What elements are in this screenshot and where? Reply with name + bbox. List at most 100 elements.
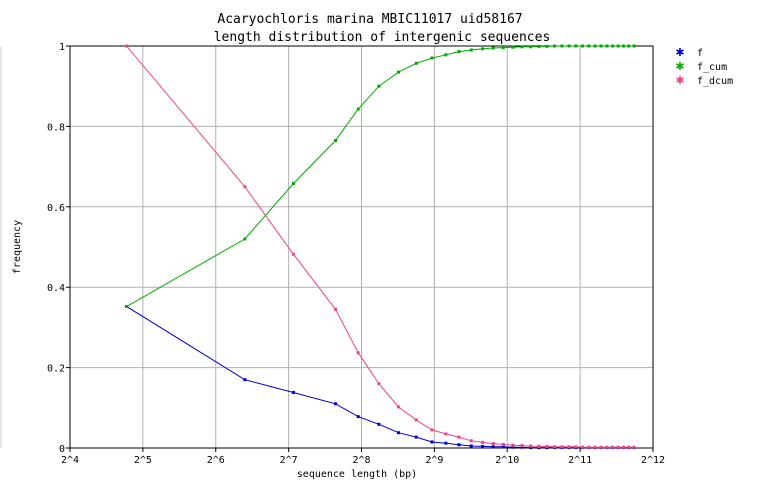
data-point-f_cum: [469, 48, 473, 52]
data-point-f: [501, 445, 505, 449]
series-line-f: [126, 306, 634, 449]
data-point-f_cum: [397, 70, 401, 74]
x-tick-label: 2^5: [134, 455, 152, 466]
data-point-f_cum: [377, 84, 381, 88]
data-point-f_cum: [501, 46, 505, 50]
data-point-f_dcum: [593, 445, 597, 449]
data-point-f_cum: [611, 44, 615, 48]
data-point-f_dcum: [457, 435, 461, 439]
data-point-f: [397, 431, 401, 435]
y-tick-label: 1: [59, 42, 65, 53]
data-point-f_cum: [414, 61, 418, 65]
x-tick-label: 2^6: [207, 455, 225, 466]
data-point-f_cum: [567, 44, 571, 48]
data-point-f_cum: [529, 45, 533, 49]
data-point-f_cum: [520, 45, 524, 49]
data-point-f_dcum: [545, 444, 549, 448]
data-point-f_cum: [444, 53, 448, 57]
data-point-f_dcum: [520, 444, 524, 448]
data-point-f_dcum: [481, 440, 485, 444]
x-tick-label: 2^9: [425, 455, 443, 466]
legend-label-f_cum: f_cum: [697, 62, 727, 73]
data-point-f_dcum: [511, 443, 515, 447]
data-point-f_cum: [599, 44, 603, 48]
data-point-f_cum: [627, 44, 631, 48]
axis-ticks: 2^4 2^5 2^6 2^7 2^8 2^9 2^10 2^11 2^12 0 0.2 0.4 0.6…: [47, 42, 665, 466]
series-line-f_dcum: [126, 45, 634, 448]
data-point-f: [444, 441, 448, 445]
data-point-f_cum: [291, 181, 295, 185]
data-point-f: [291, 391, 295, 395]
data-point-f_dcum: [605, 445, 609, 449]
data-point-f_cum: [457, 50, 461, 54]
y-tick-label: 0.4: [47, 283, 65, 294]
y-tick-label: 0.2: [47, 364, 65, 375]
data-point-f_dcum: [611, 445, 615, 449]
legend-marker-f: ✱: [675, 46, 684, 59]
series-line-f_cum: [126, 45, 634, 307]
data-point-f_dcum: [627, 445, 631, 449]
data-point-f_cum: [587, 44, 591, 48]
data-point-f_dcum: [469, 439, 473, 443]
y-tick-label: 0.6: [47, 203, 65, 214]
data-point-f: [430, 440, 434, 444]
x-tick-label: 2^4: [61, 455, 79, 466]
data-point-f_dcum: [291, 252, 295, 256]
legend: ✱ f ✱ f_cum ✱ f_dcum: [675, 46, 733, 87]
y-tick-label: 0.8: [47, 122, 65, 133]
chart-subtitle: length distribution of intergenic sequen…: [214, 30, 551, 45]
data-point-f_dcum: [587, 445, 591, 449]
chart-title: Acaryochloris marina MBIC11017 uid58167: [217, 12, 522, 27]
data-point-f_dcum: [356, 351, 360, 355]
data-point-f_cum: [593, 44, 597, 48]
y-axis-label: frequency: [12, 220, 23, 274]
series-group: [125, 44, 636, 450]
data-point-f_dcum: [599, 445, 603, 449]
data-point-f_cum: [545, 44, 549, 48]
data-point-f_dcum: [397, 405, 401, 409]
data-point-f: [334, 402, 338, 406]
data-point-f_dcum: [553, 445, 557, 449]
y-tick-label: 0: [59, 444, 65, 455]
data-point-f_dcum: [567, 445, 571, 449]
data-point-f_cum: [334, 138, 338, 142]
data-point-f_dcum: [125, 44, 129, 48]
data-point-f_dcum: [580, 445, 584, 449]
data-point-f_cum: [605, 44, 609, 48]
data-point-f_cum: [125, 304, 129, 308]
data-point-f_dcum: [491, 442, 495, 446]
data-point-f_dcum: [243, 185, 247, 189]
data-point-f_dcum: [632, 445, 636, 449]
x-tick-label: 2^10: [495, 455, 519, 466]
data-point-f_cum: [580, 44, 584, 48]
data-point-f_dcum: [529, 444, 533, 448]
data-point-f: [457, 443, 461, 447]
data-point-f_cum: [243, 237, 247, 241]
data-point-f: [469, 444, 473, 448]
legend-marker-f_dcum: ✱: [675, 74, 684, 87]
legend-label-f: f: [697, 48, 703, 59]
data-point-f_cum: [574, 44, 578, 48]
data-point-f_cum: [553, 44, 557, 48]
data-point-f_dcum: [560, 445, 564, 449]
data-point-f_cum: [430, 56, 434, 60]
data-point-f_dcum: [574, 445, 578, 449]
data-point-f: [481, 444, 485, 448]
data-point-f_cum: [616, 44, 620, 48]
data-point-f: [491, 445, 495, 449]
data-point-f_dcum: [414, 418, 418, 422]
data-point-f_cum: [481, 47, 485, 51]
data-point-f_cum: [537, 44, 541, 48]
data-point-f: [356, 415, 360, 419]
data-point-f_cum: [356, 107, 360, 111]
data-point-f_dcum: [537, 444, 541, 448]
data-point-f_dcum: [501, 442, 505, 446]
data-point-f_cum: [622, 44, 626, 48]
data-point-f_cum: [632, 44, 636, 48]
data-point-f_dcum: [430, 428, 434, 432]
x-tick-label: 2^7: [280, 455, 298, 466]
x-tick-label: 2^11: [568, 455, 592, 466]
data-point-f_dcum: [377, 382, 381, 386]
x-tick-label: 2^12: [641, 455, 665, 466]
